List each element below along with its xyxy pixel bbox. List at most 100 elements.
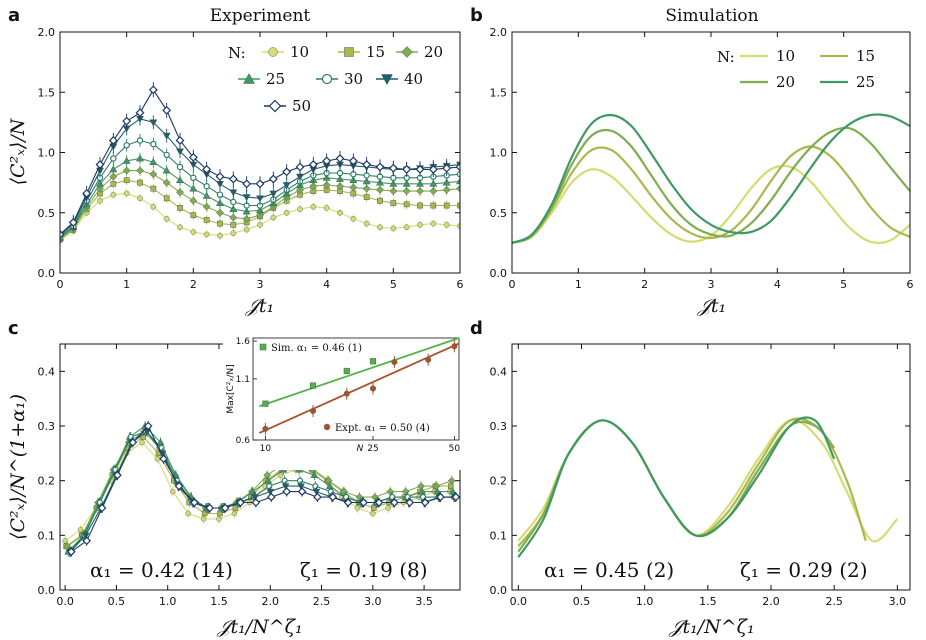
data-point-N10 [377,224,383,231]
data-point-N20 [456,184,460,193]
panel-d-xtick-label: 2.5 [825,595,843,608]
data-point-N15 [377,197,383,204]
data-point-N50 [251,498,261,507]
data-point-N25 [162,166,171,174]
panel-b-title: Simulation [665,6,758,26]
data-point-N10 [230,230,237,237]
data-point-N50 [220,503,230,513]
data-point-N40 [242,194,251,202]
data-point-N25 [455,177,460,185]
data-point-N20 [149,170,158,179]
panel-c-xtick-label: 1.5 [210,595,228,608]
inset-data-point [425,356,432,363]
panel-c-plot [62,421,460,557]
data-point-N25 [149,158,158,165]
data-point-N20 [389,187,398,196]
panel-c-xtick-label: 3.5 [415,595,433,608]
data-point-N50 [66,547,76,557]
panel-d-xtick-label: 1.0 [636,595,654,608]
data-point-N10 [185,510,191,517]
panel-b-xlabel: 𝒥t₁ [697,295,726,317]
data-point-N25 [215,199,225,206]
data-point-N15 [163,195,170,202]
data-point-N20 [162,178,171,187]
data-point-N30 [203,183,210,190]
data-point-N20 [216,208,224,217]
data-point-N15 [371,505,377,511]
data-point-N15 [443,202,450,209]
data-point-N10 [217,232,223,239]
data-point-N50 [268,174,278,184]
data-point-N20 [336,182,344,191]
panel-b-xtick-label: 1 [575,278,582,291]
data-point-N10 [177,224,183,231]
data-point-N10 [390,225,397,232]
data-point-N10 [137,195,143,202]
data-point-N50 [113,470,122,480]
legend-label-N15: 15 [856,47,875,65]
data-point-N10 [363,220,370,227]
legend-marker-N30 [321,73,333,85]
data-point-N10 [163,215,170,222]
data-point-N20 [402,187,411,196]
data-point-N10 [190,229,197,235]
data-point-N10 [323,205,330,211]
series-curve-N10 [517,419,899,543]
legend-label-N15: 15 [366,43,385,61]
data-point-N50 [188,152,198,162]
inset-data-point [343,367,350,375]
series-curve-N10 [512,164,910,245]
data-point-N25 [418,487,426,495]
data-point-N50 [236,498,245,507]
panel-c-xtick-label: 2.5 [313,595,331,608]
panel-c-ytick-label: 0.1 [38,529,56,542]
data-point-N20 [349,183,358,192]
inset-data-point [309,382,317,389]
data-point-N20 [202,202,211,211]
data-point-N20 [442,185,451,194]
legend-marker-N20 [401,46,413,58]
data-point-N50 [60,229,65,239]
data-point-N10 [231,510,238,517]
data-point-N50 [297,487,307,496]
data-point-N15 [363,194,370,200]
data-point-N10 [403,224,410,231]
panel-d-ytick-label: 0.2 [490,475,508,488]
data-point-N50 [255,179,265,189]
data-point-N10 [417,221,423,228]
data-point-N50 [455,162,460,172]
data-point-N30 [150,140,157,148]
data-point-N50 [362,160,372,169]
data-point-N10 [139,439,145,446]
data-point-N50 [228,174,238,184]
data-point-N30 [266,483,273,490]
data-point-N50 [374,498,384,507]
data-point-N10 [123,190,130,197]
data-point-N50 [215,172,225,182]
data-point-N50 [282,167,292,177]
data-point-N25 [175,176,185,184]
data-point-N10 [443,221,450,228]
panel-a-ytick-label: 0.0 [38,267,56,280]
data-point-N40 [295,173,305,181]
legend-label-N50: 50 [292,97,311,115]
data-point-N25 [442,178,451,186]
data-point-N50 [442,163,452,173]
panel-c-xtick-label: 1.0 [159,595,177,608]
panel-b-ytick-label: 0.0 [490,267,508,280]
data-point-N20 [362,184,371,193]
data-point-N30 [281,477,288,484]
data-point-N10 [297,206,303,212]
data-point-N50 [343,498,353,507]
data-point-N50 [82,189,92,198]
data-point-N25 [429,179,438,187]
data-point-N50 [308,160,318,169]
data-point-N50 [390,498,399,507]
panel-label-a: a [8,5,20,26]
data-point-N50 [82,536,92,546]
panel-d-zeta-annotation: ζ₁ = 0.29 (2) [740,558,868,582]
data-point-N50 [174,481,184,491]
data-point-N15 [448,483,454,489]
data-point-N10 [110,191,117,198]
legend-label-N30: 30 [344,70,363,88]
